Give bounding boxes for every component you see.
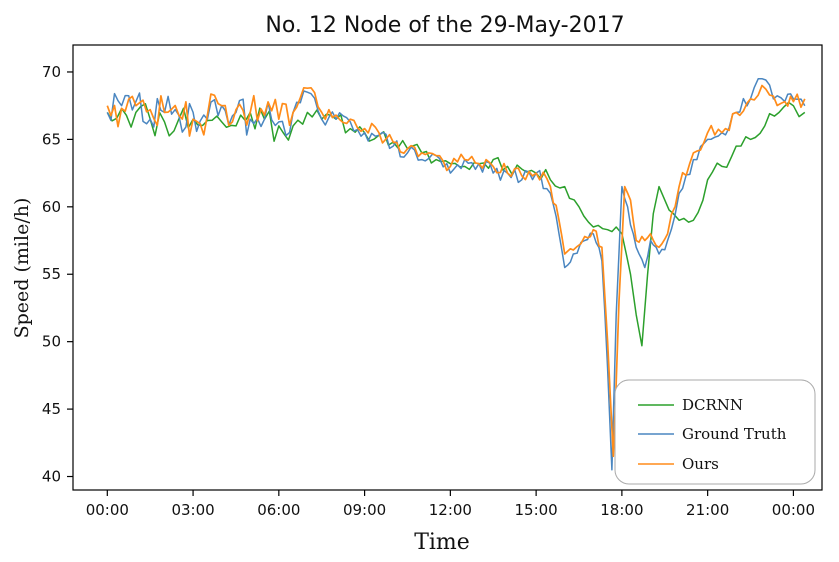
x-tick-label: 18:00	[600, 501, 643, 519]
series-line-ours	[106, 84, 806, 458]
x-tick-label: 12:00	[429, 501, 472, 519]
plot-frame	[72, 44, 823, 491]
y-tick-label: 45	[42, 400, 61, 418]
legend-label: Ground Truth	[682, 425, 787, 443]
y-tick-label: 50	[42, 333, 61, 351]
legend-box	[614, 379, 816, 485]
series-layer	[106, 77, 806, 471]
x-tick-label: 00:00	[772, 501, 815, 519]
y-tick-label: 70	[42, 63, 61, 81]
x-tick-label: 21:00	[686, 501, 729, 519]
y-tick-label: 55	[42, 265, 61, 283]
y-axis: 40 45 50 55 60 65 70	[42, 63, 73, 486]
chart-title: No. 12 Node of the 29-May-2017	[265, 13, 624, 38]
x-tick-label: 03:00	[171, 501, 214, 519]
x-axis: 00:00 03:00 06:00 09:00 12:00 15:00 18:00 21:00…	[86, 490, 815, 519]
legend: DCRNN Ground Truth Ours	[614, 379, 816, 485]
x-axis-label: Time	[414, 530, 470, 555]
legend-label: Ours	[682, 455, 719, 473]
x-tick-label: 06:00	[257, 501, 300, 519]
x-tick-label: 15:00	[515, 501, 558, 519]
x-tick-label: 09:00	[343, 501, 386, 519]
y-tick-label: 40	[42, 468, 61, 486]
x-tick-label: 00:00	[86, 501, 129, 519]
y-tick-label: 60	[42, 198, 61, 216]
series-line-dcrnn	[106, 101, 806, 347]
legend-label: DCRNN	[682, 396, 743, 414]
y-tick-label: 65	[42, 130, 61, 148]
y-axis-label: Speed (mile/h)	[11, 198, 33, 339]
